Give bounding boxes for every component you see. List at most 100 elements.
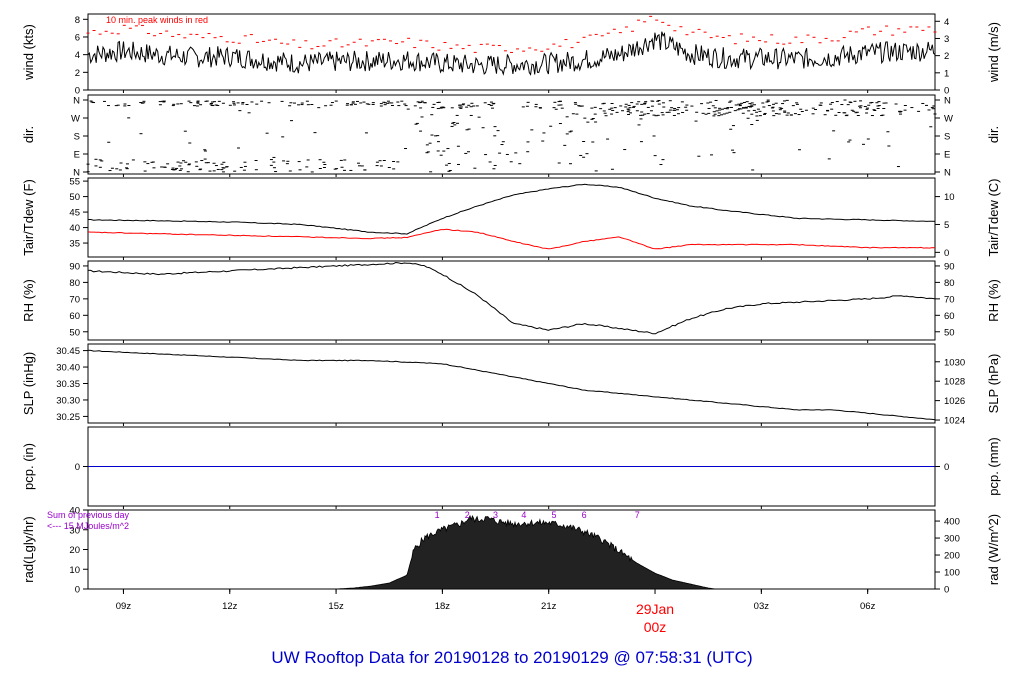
panel-wind: wind (kts) wind (m/s) 0 2 4 6 8 0 1 2 3 4 10 min. pe…: [21, 13, 1001, 97]
y-tick-label-right: 1028: [944, 377, 965, 388]
y-tick-label-right: 80: [944, 278, 955, 289]
y-tick-label-right: 0: [944, 86, 949, 97]
y-tick-label-left: 0: [75, 86, 80, 97]
y-tick-label-right: 100: [944, 568, 960, 579]
y-tick-label-left: 60: [69, 311, 80, 322]
y-tick-label-left: 0: [75, 462, 80, 473]
radiation-hour-mark: 1: [435, 510, 440, 520]
y-label-left-rh: RH (%): [21, 279, 36, 322]
y-label-left-rad: rad(Lgly/hr): [21, 516, 36, 582]
y-tick-label-right: 0: [944, 248, 949, 259]
y-label-left-pcp: pcp. (in): [21, 443, 36, 490]
y-label-right-wind: wind (m/s): [986, 22, 1001, 83]
direction-marks: [86, 99, 937, 173]
y-tick-label-left: 30.45: [56, 346, 80, 357]
y-tick-label-right: E: [944, 150, 950, 161]
y-tick-label-left: 55: [69, 177, 80, 188]
time-axis: 09z 12z 15z 18z 21z 03z 06z 29Jan 00z: [116, 589, 876, 635]
temp-series-line-0: [88, 183, 936, 235]
y-tick-label-left: E: [74, 150, 80, 161]
date-label-hour: 00z: [644, 619, 667, 635]
y-label-right-temp: Tair/Tdew (C): [986, 178, 1001, 256]
slp-series-line-0: [87, 349, 936, 421]
y-tick-label-left: 50: [69, 327, 80, 338]
x-tick-label: 18z: [435, 601, 451, 612]
panel-frame-temp: [87, 177, 936, 258]
panel-rh: RH (%) RH (%) 50 60 70 80 90 50 60 70 80 90: [21, 260, 1001, 343]
radiation-note-line-1: Sum of previous day: [47, 510, 130, 520]
panel-pcp: pcp. (in) pcp. (mm) 0 0: [21, 426, 1001, 509]
y-tick-label-left: 4: [75, 50, 80, 61]
y-tick-label-left: 8: [75, 15, 80, 26]
x-tick-label: 12z: [222, 601, 238, 612]
y-tick-label-left: 30.30: [56, 395, 80, 406]
y-tick-label-left: 45: [69, 208, 80, 219]
y-tick-label-right: S: [944, 132, 950, 143]
panel-frame-rh: [87, 260, 936, 341]
radiation-note-line-2: <--- 15 MJoules/m^2: [47, 521, 129, 531]
y-label-right-pcp: pcp. (mm): [986, 437, 1001, 496]
y-tick-label-right: 3: [944, 34, 949, 45]
y-tick-label-right: 1024: [944, 416, 965, 427]
y-label-left-wind: wind (kts): [21, 24, 36, 81]
x-tick-label: 21z: [541, 601, 557, 612]
panel-slp: SLP (inHg) SLP (hPa) 30.25 30.30 30.35 30.40 3…: [21, 343, 1001, 427]
y-tick-label-left: 0: [75, 585, 80, 596]
y-tick-label-left: 10: [69, 565, 80, 576]
y-tick-label-left: 90: [69, 261, 80, 272]
radiation-hour-mark: 2: [465, 510, 470, 520]
y-tick-label-right: N: [944, 96, 951, 107]
x-tick-label: 03z: [754, 601, 770, 612]
y-tick-label-right: 400: [944, 517, 960, 528]
wind-speed-line: [87, 31, 936, 76]
peak-wind-marks: [86, 15, 937, 53]
radiation-hour-mark: 3: [493, 510, 498, 520]
y-tick-label-right: 300: [944, 534, 960, 545]
date-label-day: 29Jan: [636, 601, 674, 617]
x-tick-label: 06z: [860, 601, 876, 612]
y-tick-label-right: 0: [944, 462, 949, 473]
radiation-hour-marks: 1 2 3 4 5 6 7: [435, 510, 640, 520]
y-tick-label-right: 200: [944, 551, 960, 562]
y-tick-label-left: 30.25: [56, 412, 80, 423]
radiation-hour-mark: 6: [582, 510, 587, 520]
y-tick-label-left: 40: [69, 223, 80, 234]
y-tick-label-left: 6: [75, 32, 80, 43]
x-tick-label: 15z: [328, 601, 344, 612]
y-tick-label-left: 30: [69, 525, 80, 536]
y-tick-label-right: W: [944, 114, 953, 125]
y-tick-label-right: 4: [944, 17, 949, 28]
temp-series-line-1: [87, 228, 936, 250]
y-tick-label-left: 30.40: [56, 363, 80, 374]
y-tick-label-left: 30.35: [56, 379, 80, 390]
y-tick-label-left: S: [74, 132, 80, 143]
panel-dir: dir. dir.N NW WS SE EN N: [21, 94, 1001, 179]
y-tick-label-left: 2: [75, 68, 80, 79]
peak-wind-note: 10 min. peak winds in red: [106, 15, 208, 25]
y-tick-label-left: 35: [69, 239, 80, 250]
y-label-right-rh: RH (%): [986, 279, 1001, 322]
y-label-left-temp: Tair/Tdew (F): [21, 179, 36, 256]
y-tick-label-left: N: [73, 96, 80, 107]
y-tick-label-left: 20: [69, 545, 80, 556]
y-tick-label-left: N: [73, 168, 80, 179]
y-tick-label-right: 90: [944, 261, 955, 272]
y-tick-label-right: 1026: [944, 396, 965, 407]
y-label-right-slp: SLP (hPa): [986, 354, 1001, 414]
y-tick-label-left: W: [71, 114, 80, 125]
y-tick-label-right: 1: [944, 68, 949, 79]
panel-frame-dir: [87, 94, 936, 175]
radiation-area: [336, 514, 716, 590]
y-tick-label-left: 50: [69, 192, 80, 203]
panel-rad: rad(Lgly/hr) rad (W/m^2) 0 10 20 30 400 100 200 3…: [21, 506, 1001, 596]
y-tick-label-left: 80: [69, 278, 80, 289]
y-label-right-rad: rad (W/m^2): [986, 514, 1001, 585]
y-label-left-dir: dir.: [21, 126, 36, 143]
y-tick-label-left: 70: [69, 294, 80, 305]
panel-temp: Tair/Tdew (F) Tair/Tdew (C) 35 40 45 50 55 0 5 10: [21, 177, 1001, 260]
y-tick-label-right: 1030: [944, 357, 965, 368]
x-tick-label: 09z: [116, 601, 132, 612]
y-tick-label-right: 10: [944, 192, 955, 203]
